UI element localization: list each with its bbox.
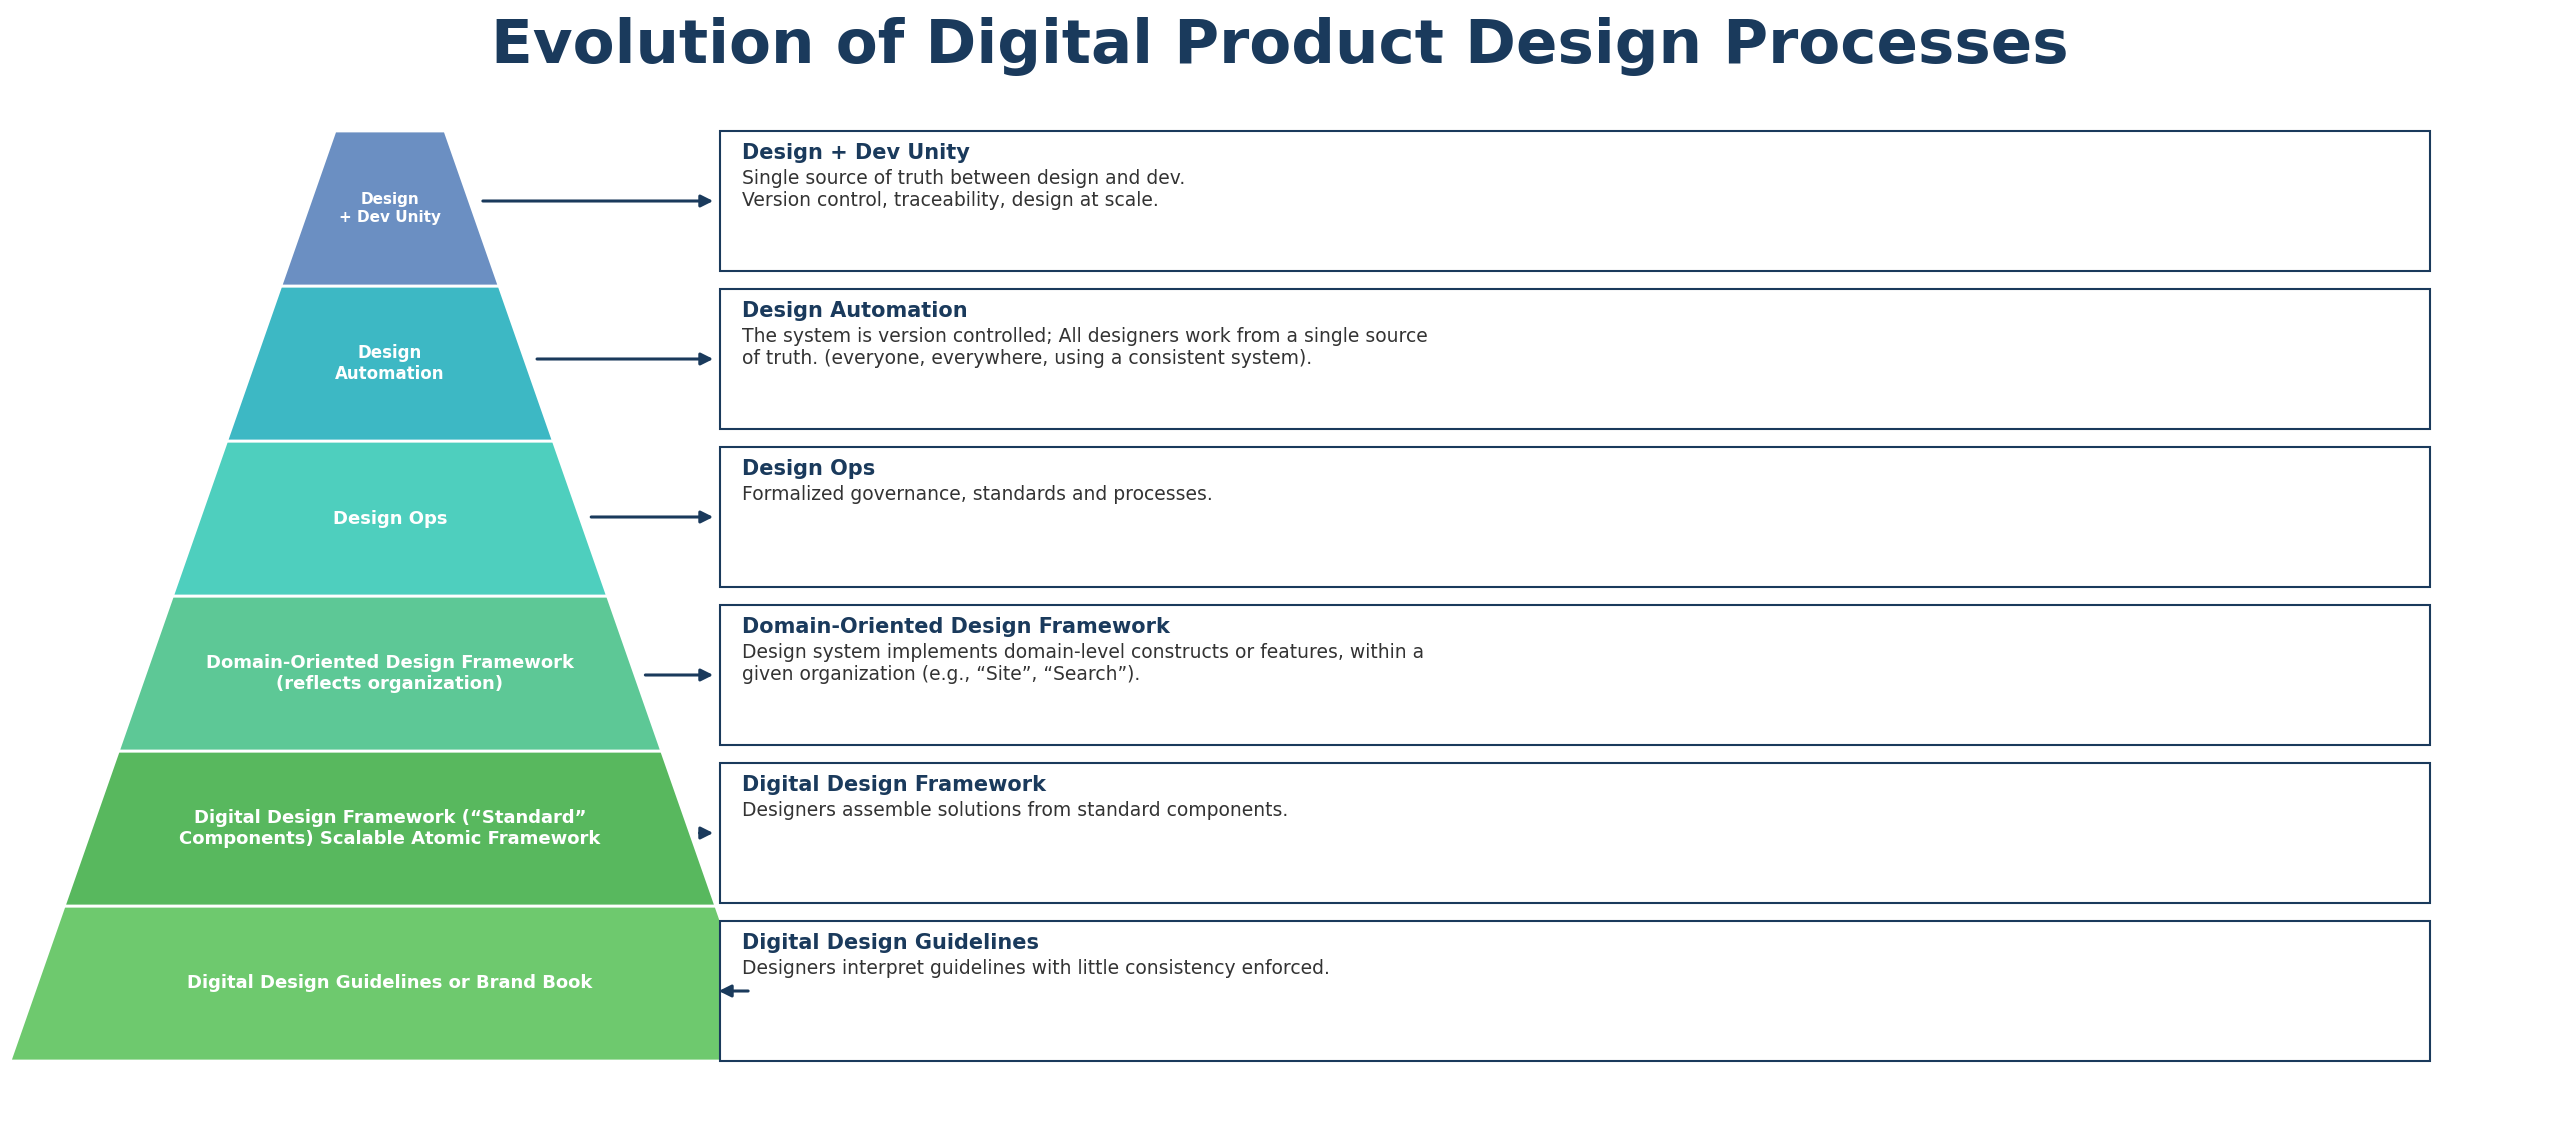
Text: Design + Dev Unity: Design + Dev Unity bbox=[742, 143, 970, 163]
Text: Designers assemble solutions from standard components.: Designers assemble solutions from standa… bbox=[742, 801, 1288, 820]
Polygon shape bbox=[172, 442, 607, 596]
FancyBboxPatch shape bbox=[719, 921, 2429, 1061]
Polygon shape bbox=[282, 131, 499, 286]
Text: Design Ops: Design Ops bbox=[333, 510, 448, 527]
Text: Design
+ Dev Unity: Design + Dev Unity bbox=[338, 193, 440, 225]
Text: Digital Design Framework (“Standard”
Components) Scalable Atomic Framework: Digital Design Framework (“Standard” Com… bbox=[179, 809, 602, 848]
Text: Evolution of Digital Product Design Processes: Evolution of Digital Product Design Proc… bbox=[492, 16, 2068, 75]
Polygon shape bbox=[10, 906, 771, 1061]
Text: The system is version controlled; All designers work from a single source
of tru: The system is version controlled; All de… bbox=[742, 327, 1428, 369]
Text: Formalized governance, standards and processes.: Formalized governance, standards and pro… bbox=[742, 485, 1213, 504]
Text: Domain-Oriented Design Framework: Domain-Oriented Design Framework bbox=[742, 617, 1170, 637]
Text: Digital Design Guidelines or Brand Book: Digital Design Guidelines or Brand Book bbox=[187, 974, 594, 993]
Text: Design system implements domain-level constructs or features, within a
given org: Design system implements domain-level co… bbox=[742, 644, 1423, 683]
Text: Domain-Oriented Design Framework
(reflects organization): Domain-Oriented Design Framework (reflec… bbox=[205, 654, 573, 693]
FancyBboxPatch shape bbox=[719, 289, 2429, 429]
Text: Designers interpret guidelines with little consistency enforced.: Designers interpret guidelines with litt… bbox=[742, 958, 1329, 978]
Text: Design Ops: Design Ops bbox=[742, 459, 876, 479]
Text: Digital Design Guidelines: Digital Design Guidelines bbox=[742, 933, 1039, 953]
Text: Single source of truth between design and dev.
Version control, traceability, de: Single source of truth between design an… bbox=[742, 169, 1185, 210]
Polygon shape bbox=[64, 751, 717, 906]
Text: Design Automation: Design Automation bbox=[742, 301, 968, 321]
FancyBboxPatch shape bbox=[719, 131, 2429, 272]
Polygon shape bbox=[228, 286, 553, 442]
FancyBboxPatch shape bbox=[719, 605, 2429, 745]
Text: Digital Design Framework: Digital Design Framework bbox=[742, 775, 1047, 795]
Polygon shape bbox=[118, 596, 660, 751]
FancyBboxPatch shape bbox=[719, 447, 2429, 586]
FancyBboxPatch shape bbox=[719, 763, 2429, 903]
Text: Design
Automation: Design Automation bbox=[335, 345, 445, 383]
